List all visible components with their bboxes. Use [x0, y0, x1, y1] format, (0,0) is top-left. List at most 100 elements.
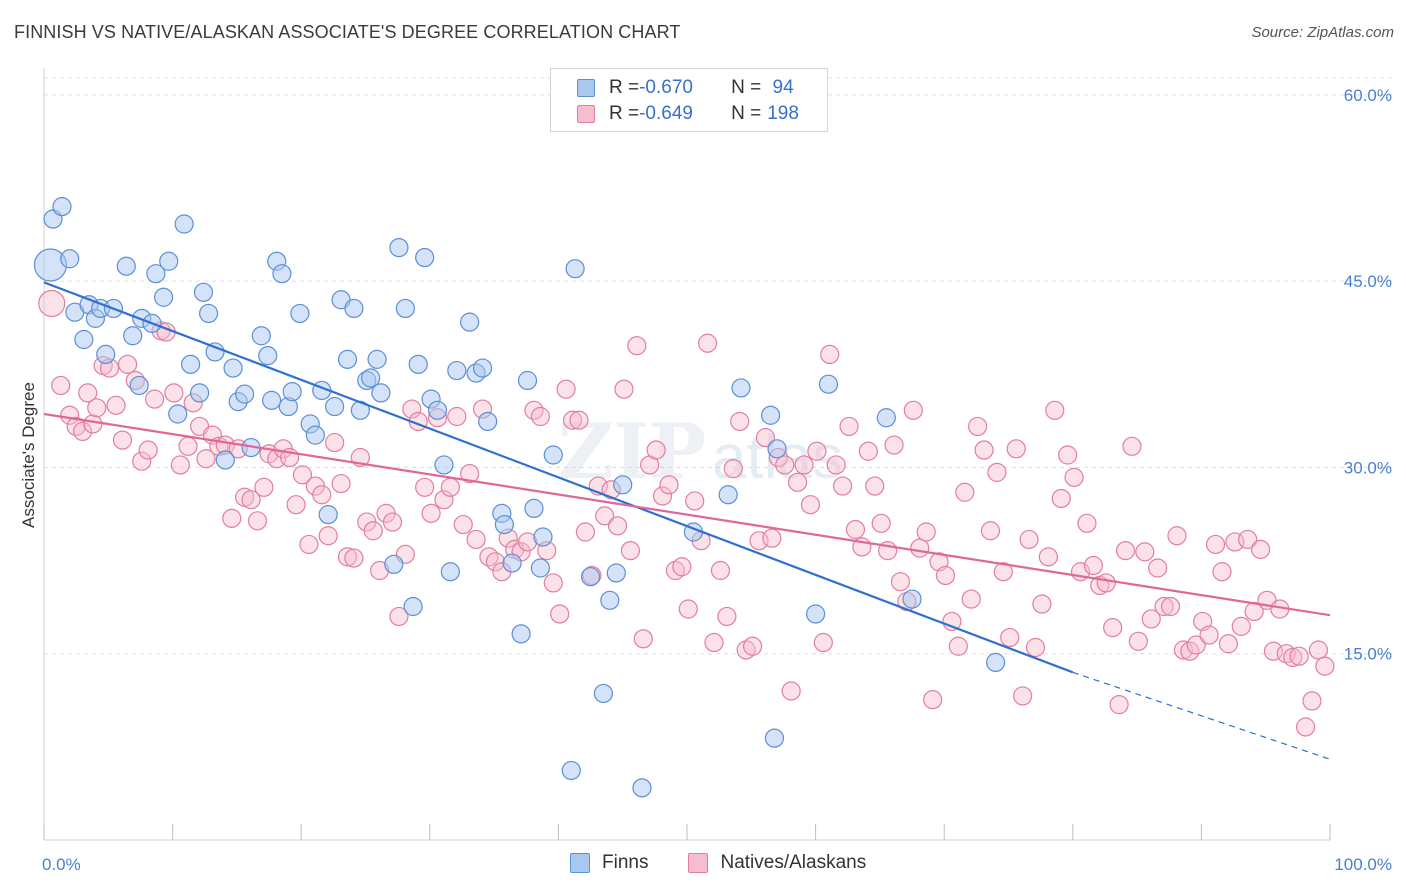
natives-point: [968, 416, 988, 437]
legend-natives-n-label: N =: [731, 103, 762, 124]
natives-point: [1238, 529, 1258, 550]
natives-point: [1315, 656, 1335, 676]
natives-point: [775, 455, 795, 475]
finns-point: [325, 396, 345, 417]
natives-point: [1096, 573, 1116, 593]
finns-point: [282, 382, 302, 402]
finns-point: [193, 282, 214, 302]
y-tick-label: 30.0%: [1344, 458, 1392, 477]
natives-point: [993, 562, 1013, 582]
natives-point: [1038, 547, 1058, 567]
finns-point: [205, 342, 225, 362]
natives-point: [178, 436, 198, 456]
finns-point: [986, 652, 1006, 673]
natives-point: [83, 414, 103, 434]
svg-text:ZIP: ZIP: [558, 407, 706, 496]
natives-point: [723, 459, 743, 479]
natives-point: [1115, 541, 1136, 561]
natives-point: [170, 455, 190, 475]
natives-point: [138, 440, 158, 460]
natives-point: [1109, 695, 1129, 715]
bottom-legend-natives-label: Natives/Alaskans: [720, 852, 867, 873]
natives-point: [1205, 534, 1226, 555]
natives-point: [755, 428, 776, 448]
natives-point: [845, 519, 866, 540]
finns-point: [60, 249, 80, 269]
finns-point: [805, 604, 826, 624]
finns-point: [384, 554, 404, 574]
natives-point: [742, 636, 763, 656]
finns-point: [494, 514, 514, 535]
natives-point: [1218, 634, 1239, 654]
natives-point: [447, 406, 467, 427]
natives-point: [38, 289, 66, 318]
finns-point: [818, 374, 839, 394]
natives-point: [1058, 445, 1078, 465]
natives-point: [871, 513, 891, 533]
natives-point: [595, 506, 615, 526]
natives-point: [813, 632, 833, 653]
natives-point: [717, 606, 737, 627]
finns-point: [403, 596, 423, 617]
y-axis-title: Associate's Degree: [19, 382, 38, 528]
natives-point: [1250, 539, 1271, 559]
legend-finns-n-label: N =: [731, 77, 762, 98]
natives-point: [704, 632, 724, 653]
natives-point: [916, 522, 936, 542]
natives-point: [337, 547, 358, 567]
finns-point: [395, 298, 415, 319]
natives-point: [434, 490, 454, 510]
finns-point: [447, 360, 467, 381]
natives-point: [884, 435, 904, 455]
finns-point: [272, 264, 292, 284]
finns-point: [434, 455, 454, 475]
natives-point: [66, 416, 86, 437]
finns-point: [511, 624, 531, 644]
legend-finns-n-value: 94: [767, 77, 794, 98]
natives-point: [807, 441, 827, 461]
finns-point: [181, 354, 201, 374]
finns-point: [251, 326, 271, 346]
natives-point: [627, 336, 647, 356]
natives-point: [382, 512, 403, 532]
finns-point: [767, 439, 787, 459]
finns-point: [159, 251, 179, 271]
legend-finns-r-value: -0.670: [639, 77, 693, 98]
axes: [43, 68, 1331, 841]
natives-point: [1077, 513, 1097, 533]
natives-point: [1025, 637, 1046, 658]
legend-finns-r-label: R =: [609, 77, 640, 98]
natives-point: [1013, 686, 1033, 706]
natives-point: [1032, 594, 1052, 614]
natives-point: [325, 432, 345, 453]
natives-point: [132, 451, 152, 471]
finns-point: [123, 326, 143, 346]
natives-point: [1167, 526, 1187, 546]
natives-point: [1283, 647, 1303, 668]
source-label: Source: ZipAtlas.com: [1251, 24, 1394, 41]
natives-point: [569, 410, 589, 430]
finns-point: [146, 264, 166, 284]
finns-point: [460, 312, 480, 332]
natives-point: [710, 560, 731, 581]
natives-swatch: [577, 105, 595, 123]
finns-point: [530, 558, 550, 578]
natives-point: [117, 354, 138, 374]
natives-point: [363, 521, 383, 541]
natives-point: [1173, 640, 1193, 660]
y-tick-label: 60.0%: [1344, 86, 1392, 105]
finns-point: [361, 368, 381, 388]
natives-point: [530, 406, 550, 427]
natives-point: [1308, 640, 1329, 660]
finns-point: [153, 287, 174, 307]
natives-point: [1199, 625, 1219, 645]
legend: R = -0.670 N = 94 R = -0.649 N = 198: [550, 68, 828, 132]
finns-point: [305, 425, 325, 445]
natives-point: [678, 599, 698, 619]
legend-row-natives: R = -0.649 N = 198: [577, 101, 799, 127]
natives-point: [730, 411, 750, 432]
finns-point: [600, 590, 620, 610]
natives-point: [987, 462, 1007, 482]
legend-natives-r-value: -0.649: [639, 103, 693, 124]
finns-point: [606, 563, 626, 583]
